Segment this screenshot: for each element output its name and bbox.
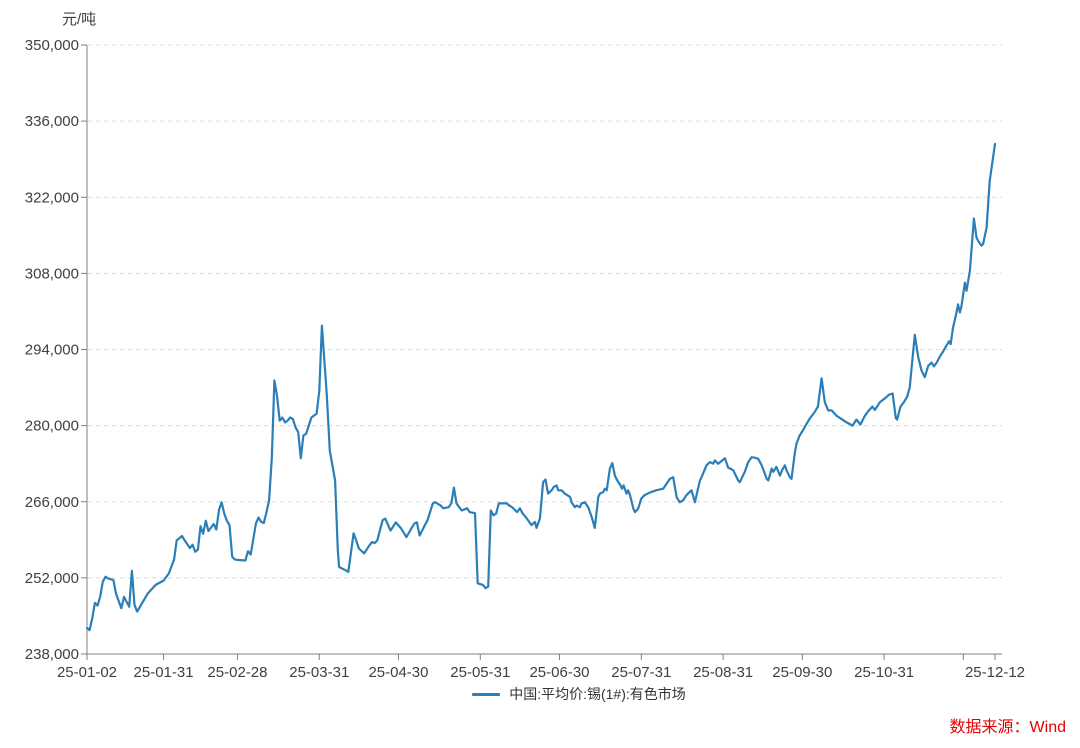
x-tick-label: 25-03-31 — [289, 664, 349, 681]
legend-series-label: 中国:平均价:锡(1#):有色市场 — [509, 686, 686, 702]
legend-line-marker — [472, 692, 501, 696]
y-tick-label: 308,000 — [25, 265, 79, 282]
x-tick-label: 25-08-31 — [693, 664, 753, 681]
y-tick-label: 350,000 — [25, 37, 79, 54]
x-tick-label: 25-06-30 — [529, 664, 589, 681]
y-tick-label: 336,000 — [25, 113, 79, 130]
x-tick-label: 25-02-28 — [207, 664, 267, 681]
legend: 中国:平均价:锡(1#):有色市场 — [0, 685, 1080, 703]
x-tick-label: 25-12-12 — [965, 664, 1025, 681]
x-tick-label: 25-07-31 — [611, 664, 671, 681]
y-tick-label: 238,000 — [25, 646, 79, 663]
y-tick-label: 252,000 — [25, 570, 79, 587]
x-tick-label: 25-01-02 — [57, 664, 117, 681]
x-tick-label: 25-01-31 — [134, 664, 194, 681]
x-tick-label: 25-05-31 — [450, 664, 510, 681]
y-tick-label: 322,000 — [25, 189, 79, 206]
data-source-note: 数据来源：Wind — [949, 719, 1066, 736]
y-tick-label: 266,000 — [25, 494, 79, 511]
y-axis-unit-label: 元/吨 — [62, 11, 97, 28]
x-tick-label: 25-09-30 — [772, 664, 832, 681]
y-tick-label: 280,000 — [25, 418, 79, 435]
x-tick-label: 25-10-31 — [854, 664, 914, 681]
x-tick-label: 25-04-30 — [368, 664, 428, 681]
y-tick-label: 294,000 — [25, 342, 79, 359]
price-line — [85, 142, 997, 632]
